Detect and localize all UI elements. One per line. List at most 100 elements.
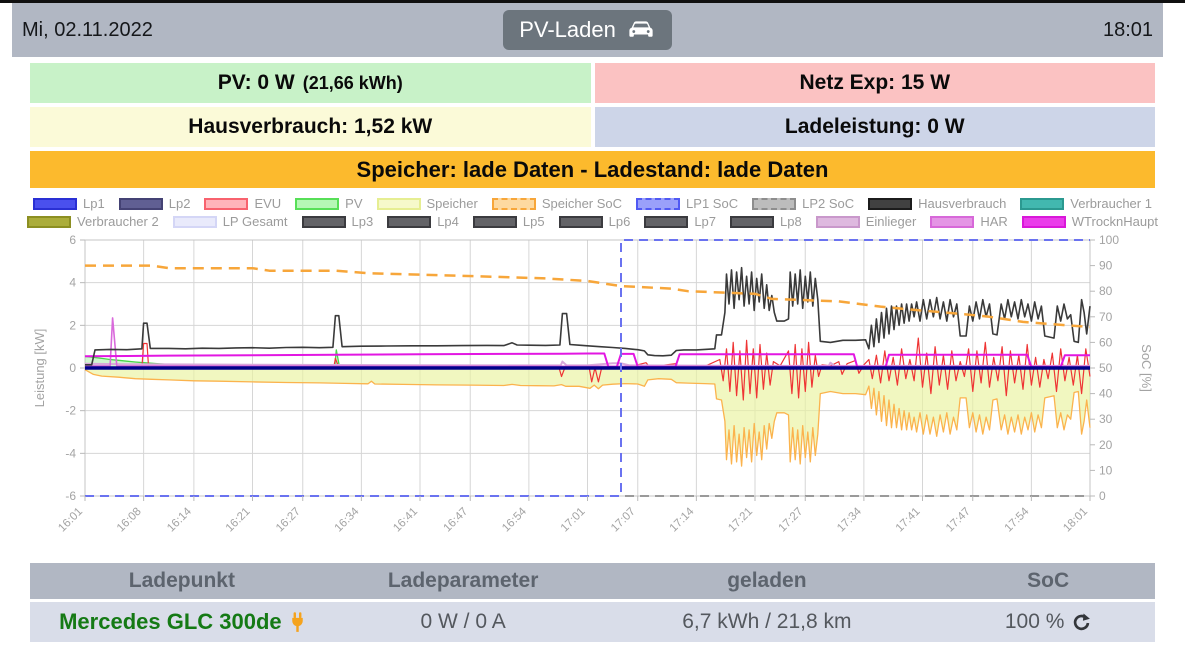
pv-status-box: PV: 0 W (21,66 kWh)	[30, 63, 591, 103]
legend-row: Lp1 Lp2 EVU PV Speicher Speicher SoC LP1 SoC LP…	[30, 196, 1155, 211]
page: Mi, 02.11.2022 PV-Laden 18:01 PV: 0 W (2…	[0, 3, 1185, 642]
legend-swatch	[636, 197, 681, 210]
legend-item-har[interactable]: HAR	[930, 214, 1008, 229]
legend-label: EVU	[254, 196, 282, 211]
legend-item-evu[interactable]: EVU	[204, 196, 281, 211]
legend-swatch	[172, 215, 217, 228]
legend-item-lp1[interactable]: Lp1	[33, 196, 105, 211]
legend-label: Lp4	[437, 214, 459, 229]
charge-mode-label: PV-Laden	[519, 17, 616, 42]
legend-swatch	[27, 215, 72, 228]
legend-label: Lp7	[694, 214, 717, 229]
legend-item-lp6[interactable]: Lp6	[558, 214, 630, 229]
legend-item-verbraucher-1[interactable]: Verbraucher 1	[1020, 196, 1152, 211]
car-icon	[626, 20, 656, 41]
legend-label: LP1 SoC	[686, 196, 739, 211]
pv-energy-label: (21,66 kWh)	[302, 72, 403, 93]
legend-item-lp2-soc[interactable]: LP2 SoC	[752, 196, 854, 211]
status-boxes: PV: 0 W (21,66 kWh) Netz Exp: 15 W Hausv…	[30, 63, 1155, 147]
legend-swatch	[301, 215, 346, 228]
legend-label: HAR	[980, 214, 1008, 229]
chargepoint-table: Ladepunkt Ladeparameter geladen SoC Merc…	[30, 563, 1155, 642]
svg-text:SoC [%]: SoC [%]	[1139, 344, 1154, 392]
svg-text:16:01: 16:01	[56, 506, 85, 535]
svg-text:2: 2	[69, 318, 76, 332]
svg-text:17:54: 17:54	[1003, 505, 1032, 534]
legend-swatch	[868, 197, 913, 210]
svg-text:17:01: 17:01	[559, 506, 588, 535]
svg-text:16:14: 16:14	[165, 505, 194, 534]
legend-swatch	[491, 197, 536, 210]
charge-power-label: Ladeleistung: 0 W	[784, 115, 965, 138]
legend-swatch	[1020, 197, 1065, 210]
chart-legend: Lp1 Lp2 EVU PV Speicher Speicher SoC LP1 SoC LP…	[27, 196, 1158, 229]
pv-power-label: PV: 0 W	[217, 71, 295, 94]
charged-value: 6,7 kWh / 21,8 km	[682, 610, 852, 633]
grid-status-box: Netz Exp: 15 W	[594, 63, 1155, 103]
svg-text:16:54: 16:54	[500, 505, 529, 534]
plug-icon	[290, 611, 305, 633]
vehicle-name[interactable]: Mercedes GLC 300de	[59, 609, 282, 634]
table-row: Mercedes GLC 300de 0 W / 0 A 6,7 kWh / 2…	[30, 602, 1155, 642]
power-chart[interactable]: -6 -4 -2 0 2 4 6 0 10 20 30 40 50 60 70 80 90 100 16:01 16:…	[30, 232, 1155, 559]
legend-item-speicher[interactable]: Speicher	[376, 196, 478, 211]
svg-text:50: 50	[1099, 361, 1113, 375]
svg-text:-6: -6	[65, 489, 76, 503]
svg-text:100: 100	[1099, 233, 1119, 247]
svg-text:16:47: 16:47	[442, 506, 471, 535]
charge-power-box: Ladeleistung: 0 W	[594, 107, 1155, 147]
legend-item-speicher-soc[interactable]: Speicher SoC	[491, 196, 623, 211]
legend-item-lp5[interactable]: Lp5	[472, 214, 545, 229]
legend-swatch	[644, 215, 689, 228]
legend-item-lp8[interactable]: Lp8	[730, 214, 802, 229]
legend-item-pv[interactable]: PV	[295, 196, 363, 211]
svg-text:17:47: 17:47	[944, 506, 973, 535]
legend-item-lp-gesamt[interactable]: LP Gesamt	[172, 214, 288, 229]
grid-export-label: Netz Exp: 15 W	[799, 71, 951, 94]
top-bar: Mi, 02.11.2022 PV-Laden 18:01	[12, 3, 1163, 57]
svg-text:18:01: 18:01	[1061, 506, 1090, 535]
house-consumption-label: Hausverbrauch: 1,52 kW	[188, 115, 433, 138]
legend-label: Verbraucher 2	[77, 214, 159, 229]
chargepoint-table-header: Ladepunkt Ladeparameter geladen SoC	[30, 563, 1155, 599]
soc-value: 100 %	[1004, 610, 1065, 633]
svg-text:16:34: 16:34	[333, 505, 362, 534]
legend-item-verbraucher-2[interactable]: Verbraucher 2	[27, 214, 159, 229]
legend-swatch	[730, 215, 775, 228]
charge-mode-button[interactable]: PV-Laden	[503, 10, 672, 50]
legend-label: LP2 SoC	[802, 196, 855, 211]
legend-item-lp4[interactable]: Lp4	[387, 214, 459, 229]
legend-swatch	[558, 215, 603, 228]
legend-item-lp2[interactable]: Lp2	[118, 196, 190, 211]
svg-text:17:21: 17:21	[726, 506, 755, 535]
legend-item-einlieger[interactable]: Einlieger	[815, 214, 916, 229]
col-ladepunkt: Ladepunkt	[128, 569, 235, 592]
legend-label: Lp8	[780, 214, 802, 229]
svg-text:70: 70	[1099, 310, 1113, 324]
legend-label: Speicher	[426, 196, 478, 211]
refresh-soc-icon[interactable]	[1072, 612, 1091, 632]
legend-label: Lp3	[351, 214, 374, 229]
legend-item-lp1-soc[interactable]: LP1 SoC	[636, 196, 738, 211]
svg-text:80: 80	[1099, 284, 1113, 298]
legend-item-hausverbrauch[interactable]: Hausverbrauch	[868, 196, 1006, 211]
legend-swatch	[752, 197, 797, 210]
svg-text:20: 20	[1099, 438, 1113, 452]
legend-label: WTrocknHaupt	[1071, 214, 1158, 229]
charge-parameter-value: 0 W / 0 A	[420, 610, 506, 633]
svg-text:17:41: 17:41	[894, 506, 923, 535]
legend-item-lp7[interactable]: Lp7	[644, 214, 716, 229]
legend-item-wtrocknhaupt[interactable]: WTrocknHaupt	[1021, 214, 1158, 229]
legend-row: Verbraucher 2 LP Gesamt Lp3 Lp4 Lp5 Lp6 Lp7 Lp8…	[27, 214, 1158, 229]
svg-text:40: 40	[1099, 387, 1113, 401]
svg-text:16:08: 16:08	[115, 506, 144, 535]
svg-text:17:34: 17:34	[835, 505, 864, 534]
svg-text:10: 10	[1099, 463, 1113, 477]
svg-text:-2: -2	[65, 404, 76, 418]
svg-text:-4: -4	[65, 446, 76, 460]
legend-item-lp3[interactable]: Lp3	[301, 214, 374, 229]
legend-label: Speicher SoC	[541, 196, 623, 211]
legend-label: Hausverbrauch	[918, 196, 1007, 211]
legend-label: PV	[345, 196, 363, 211]
